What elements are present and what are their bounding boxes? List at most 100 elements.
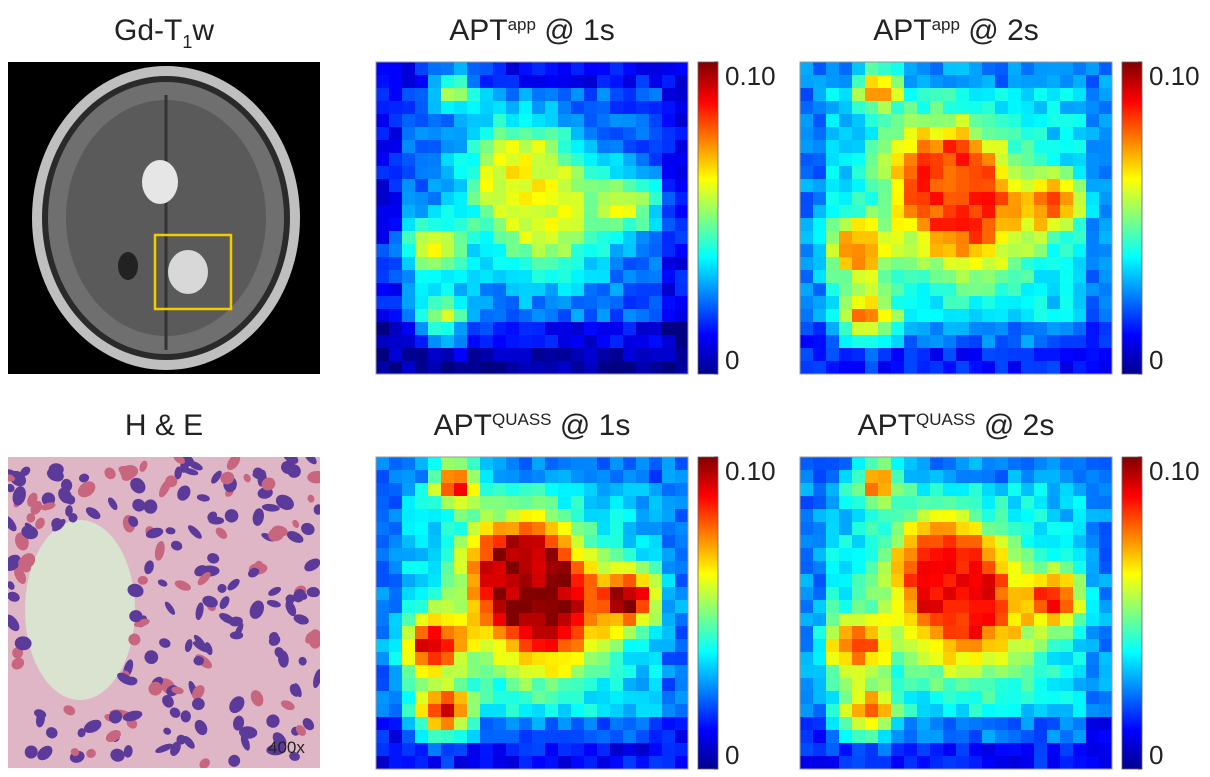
- heatmap-cell: [1034, 496, 1048, 510]
- heatmap-cell: [865, 561, 879, 575]
- heatmap-cell: [467, 335, 481, 349]
- heatmap-cell: [1073, 179, 1087, 193]
- heatmap-cell: [506, 730, 520, 744]
- heatmap-cell: [597, 244, 611, 258]
- heatmap-cell: [1021, 322, 1035, 336]
- heatmap-cell: [428, 717, 442, 731]
- heatmap-cell: [995, 639, 1009, 653]
- heatmap-cell: [943, 665, 957, 679]
- heatmap-cell: [1086, 600, 1100, 614]
- heatmap-cell: [662, 470, 676, 484]
- heatmap-cell: [1099, 348, 1113, 362]
- heatmap-cell: [1008, 179, 1022, 193]
- heatmap-cell: [956, 600, 970, 614]
- heatmap-cell: [865, 691, 879, 705]
- heatmap-cell: [865, 114, 879, 128]
- heatmap-cell: [1008, 231, 1022, 245]
- heatmap-cell: [571, 179, 585, 193]
- heatmap-cell: [480, 231, 494, 245]
- heatmap-cell: [623, 231, 637, 245]
- heatmap-cell: [917, 335, 931, 349]
- heatmap-cell: [1008, 322, 1022, 336]
- heatmap-cell: [969, 652, 983, 666]
- heatmap-cell: [904, 626, 918, 640]
- heatmap-cell: [800, 75, 814, 89]
- heatmap-cell: [904, 483, 918, 497]
- heatmap-cell: [813, 257, 827, 271]
- heatmap-cell: [571, 322, 585, 336]
- heatmap-cell: [623, 244, 637, 258]
- heatmap-cell: [584, 127, 598, 141]
- heatmap-cell: [839, 587, 853, 601]
- heatmap-cell: [878, 535, 892, 549]
- heatmap-cell: [597, 153, 611, 167]
- heatmap-cell: [917, 270, 931, 284]
- heatmap-cell: [636, 153, 650, 167]
- heatmap-cell: [982, 574, 996, 588]
- heatmap-cell: [1086, 101, 1100, 115]
- heatmap-cell: [662, 166, 676, 180]
- heatmap-cell: [1021, 691, 1035, 705]
- heatmap-cell: [428, 361, 442, 375]
- heatmap-cell: [943, 691, 957, 705]
- heatmap-cell: [878, 704, 892, 718]
- heatmap-cell: [1073, 205, 1087, 219]
- heatmap-cell: [532, 179, 546, 193]
- heatmap-cell: [995, 348, 1009, 362]
- heatmap-cell: [402, 218, 416, 232]
- heatmap-cell: [558, 179, 572, 193]
- heatmap-cell: [545, 218, 559, 232]
- heatmap-cell: [428, 114, 442, 128]
- heatmap-cell: [467, 509, 481, 523]
- heatmap-cell: [878, 231, 892, 245]
- heatmap-cell: [956, 348, 970, 362]
- heatmap-cell: [1099, 587, 1113, 601]
- heatmap-cell: [826, 730, 840, 744]
- heatmap-cell: [1021, 639, 1035, 653]
- title-main: APT: [434, 409, 492, 442]
- heatmap-cell: [506, 296, 520, 310]
- heatmap-cell: [839, 140, 853, 154]
- heatmap-cell: [649, 548, 663, 562]
- heatmap-cell: [454, 665, 468, 679]
- heatmap-cell: [1073, 483, 1087, 497]
- heatmap-cell: [454, 88, 468, 102]
- heatmap-cell: [878, 587, 892, 601]
- heatmap-cell: [1034, 600, 1048, 614]
- heatmap-cell: [480, 244, 494, 258]
- heatmap-cell: [891, 309, 905, 323]
- heatmap-cell: [558, 322, 572, 336]
- heatmap-cell: [1086, 639, 1100, 653]
- heatmap-cell: [930, 166, 944, 180]
- heatmap-cell: [519, 470, 533, 484]
- heatmap-cell: [1047, 257, 1061, 271]
- heatmap-cell: [610, 166, 624, 180]
- heatmap-cell: [1008, 335, 1022, 349]
- heatmap-cell: [1034, 626, 1048, 640]
- heatmap-cell: [480, 296, 494, 310]
- heatmap-cell: [532, 691, 546, 705]
- heatmap-cell: [675, 62, 689, 76]
- heatmap-cell: [610, 574, 624, 588]
- heatmap-cell: [1060, 743, 1074, 757]
- colorbar: [698, 457, 718, 769]
- heatmap-cell: [623, 270, 637, 284]
- heatmap-cell: [467, 626, 481, 640]
- heatmap-cell: [943, 75, 957, 89]
- heatmap-cell: [1086, 361, 1100, 375]
- heatmap-cell: [376, 561, 390, 575]
- heatmap-cell: [467, 704, 481, 718]
- heatmap-cell: [571, 652, 585, 666]
- colorbar: [698, 62, 718, 374]
- heatmap-cell: [402, 691, 416, 705]
- heatmap-cell: [545, 140, 559, 154]
- heatmap-cell: [467, 218, 481, 232]
- heatmap-cell: [402, 704, 416, 718]
- heatmap-cell: [480, 743, 494, 757]
- heatmap-cell: [571, 548, 585, 562]
- heatmap-cell: [891, 483, 905, 497]
- heatmap-cell: [597, 717, 611, 731]
- heatmap-cell: [1034, 257, 1048, 271]
- heatmap-cell: [800, 574, 814, 588]
- heatmap-cell: [649, 231, 663, 245]
